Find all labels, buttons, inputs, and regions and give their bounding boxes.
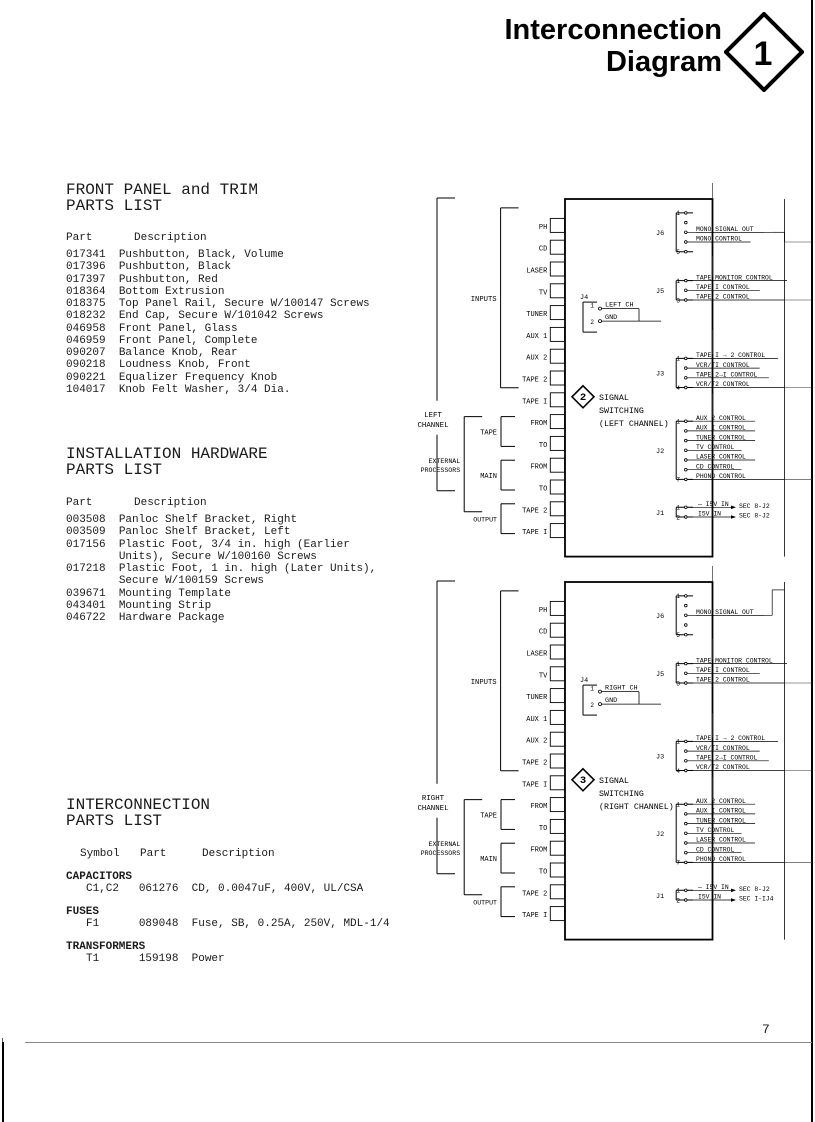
svg-text:SEC I-IJ4: SEC I-IJ4 <box>739 896 774 903</box>
svg-text:FROM: FROM <box>530 803 547 811</box>
svg-text:EXTERNAL: EXTERNAL <box>429 458 461 465</box>
svg-text:TUNER: TUNER <box>526 311 548 319</box>
svg-text:7: 7 <box>676 860 680 867</box>
svg-text:2: 2 <box>590 702 594 709</box>
svg-text:AUX 1: AUX 1 <box>526 333 547 341</box>
svg-text:SEC 8-J2: SEC 8-J2 <box>739 513 770 520</box>
svg-text:PROCESSORS: PROCESSORS <box>421 850 461 857</box>
svg-text:INPUTS: INPUTS <box>471 679 497 687</box>
svg-text:TAPE I: TAPE I <box>522 398 547 406</box>
svg-text:2: 2 <box>676 514 680 521</box>
svg-text:J4: J4 <box>580 294 588 302</box>
svg-text:SEC 8-J2: SEC 8-J2 <box>739 886 770 893</box>
svg-text:TAPE I: TAPE I <box>522 912 547 920</box>
svg-text:1: 1 <box>590 686 594 693</box>
svg-text:2: 2 <box>590 319 594 326</box>
svg-text:TV: TV <box>539 289 548 297</box>
svg-text:PHONO CONTROL: PHONO CONTROL <box>696 856 746 863</box>
svg-text:J4: J4 <box>580 677 588 685</box>
svg-text:SWITCHING: SWITCHING <box>599 407 644 416</box>
svg-text:J6: J6 <box>656 230 664 238</box>
svg-text:RIGHT: RIGHT <box>422 795 445 803</box>
svg-text:7: 7 <box>676 477 680 484</box>
svg-text:J2: J2 <box>656 448 664 456</box>
svg-text:3: 3 <box>580 775 586 787</box>
svg-text:4: 4 <box>676 768 680 775</box>
svg-text:MAIN: MAIN <box>480 856 497 864</box>
svg-text:J1: J1 <box>656 510 664 518</box>
svg-text:J6: J6 <box>656 613 664 621</box>
svg-text:TAPE 2: TAPE 2 <box>522 377 547 385</box>
svg-text:FROM: FROM <box>530 420 547 428</box>
svg-text:J3: J3 <box>656 754 664 762</box>
svg-text:TV: TV <box>539 672 548 680</box>
svg-text:AUX I CONTROL: AUX I CONTROL <box>696 808 746 815</box>
svg-text:5: 5 <box>676 249 680 256</box>
svg-text:OUTPUT: OUTPUT <box>473 900 497 907</box>
svg-text:TO: TO <box>539 442 547 450</box>
svg-text:J3: J3 <box>656 371 664 379</box>
svg-text:1: 1 <box>676 802 680 809</box>
svg-text:TUNER: TUNER <box>526 694 548 702</box>
svg-text:5: 5 <box>676 632 680 639</box>
svg-text:TAPE I → 2 CONTROL: TAPE I → 2 CONTROL <box>696 735 765 742</box>
svg-text:CD: CD <box>539 629 547 637</box>
svg-text:J5: J5 <box>656 288 664 296</box>
svg-text:PH: PH <box>539 224 547 232</box>
svg-text:3: 3 <box>676 680 680 687</box>
svg-text:1: 1 <box>676 210 680 217</box>
svg-text:OUTPUT: OUTPUT <box>473 517 497 524</box>
svg-text:CD: CD <box>539 246 547 254</box>
svg-text:1: 1 <box>676 739 680 746</box>
svg-text:4: 4 <box>676 385 680 392</box>
svg-text:2: 2 <box>580 392 586 404</box>
svg-text:1: 1 <box>676 661 680 668</box>
svg-text:1: 1 <box>590 303 594 310</box>
svg-text:LASER: LASER <box>526 268 548 276</box>
svg-text:J5: J5 <box>656 671 664 679</box>
svg-text:1: 1 <box>676 419 680 426</box>
svg-text:3: 3 <box>676 297 680 304</box>
svg-text:LEFT: LEFT <box>424 412 442 420</box>
svg-text:J2: J2 <box>656 831 664 839</box>
svg-text:(RIGHT CHANNEL): (RIGHT CHANNEL) <box>599 802 674 812</box>
svg-text:2: 2 <box>676 897 680 904</box>
svg-text:SEC 8-J2: SEC 8-J2 <box>739 503 770 510</box>
svg-text:1: 1 <box>676 356 680 363</box>
svg-text:MAIN: MAIN <box>480 473 497 481</box>
svg-text:SIGNAL: SIGNAL <box>599 777 629 786</box>
svg-text:FROM: FROM <box>530 847 547 855</box>
svg-text:TO: TO <box>539 486 547 494</box>
svg-text:CHANNEL: CHANNEL <box>417 422 448 430</box>
svg-text:1: 1 <box>676 278 680 285</box>
svg-text:AUX 1: AUX 1 <box>526 716 547 724</box>
svg-text:TAPE I: TAPE I <box>522 781 547 789</box>
svg-text:PH: PH <box>539 607 547 615</box>
svg-text:TO: TO <box>539 869 547 877</box>
svg-text:PROCESSORS: PROCESSORS <box>421 467 461 474</box>
svg-text:TAPE: TAPE <box>480 430 497 438</box>
svg-text:1: 1 <box>676 505 680 512</box>
svg-text:TO: TO <box>539 825 547 833</box>
svg-text:AUX 2: AUX 2 <box>526 738 547 746</box>
svg-text:TAPE 2: TAPE 2 <box>522 507 547 515</box>
svg-text:TAPE: TAPE <box>480 813 497 821</box>
svg-text:AUX 2: AUX 2 <box>526 355 547 363</box>
svg-text:CHANNEL: CHANNEL <box>417 805 448 813</box>
svg-text:(LEFT CHANNEL): (LEFT CHANNEL) <box>599 419 669 429</box>
svg-text:J1: J1 <box>656 893 664 901</box>
svg-text:EXTERNAL: EXTERNAL <box>429 841 461 848</box>
svg-text:TAPE 2: TAPE 2 <box>522 760 547 768</box>
svg-text:INPUTS: INPUTS <box>471 296 497 304</box>
svg-text:1: 1 <box>676 593 680 600</box>
svg-text:LASER: LASER <box>526 651 548 659</box>
svg-text:1: 1 <box>676 888 680 895</box>
svg-text:SWITCHING: SWITCHING <box>599 790 644 799</box>
svg-text:SIGNAL: SIGNAL <box>599 394 629 403</box>
svg-text:TAPE 2: TAPE 2 <box>522 890 547 898</box>
svg-text:FROM: FROM <box>530 464 547 472</box>
svg-text:TAPE I: TAPE I <box>522 529 547 537</box>
